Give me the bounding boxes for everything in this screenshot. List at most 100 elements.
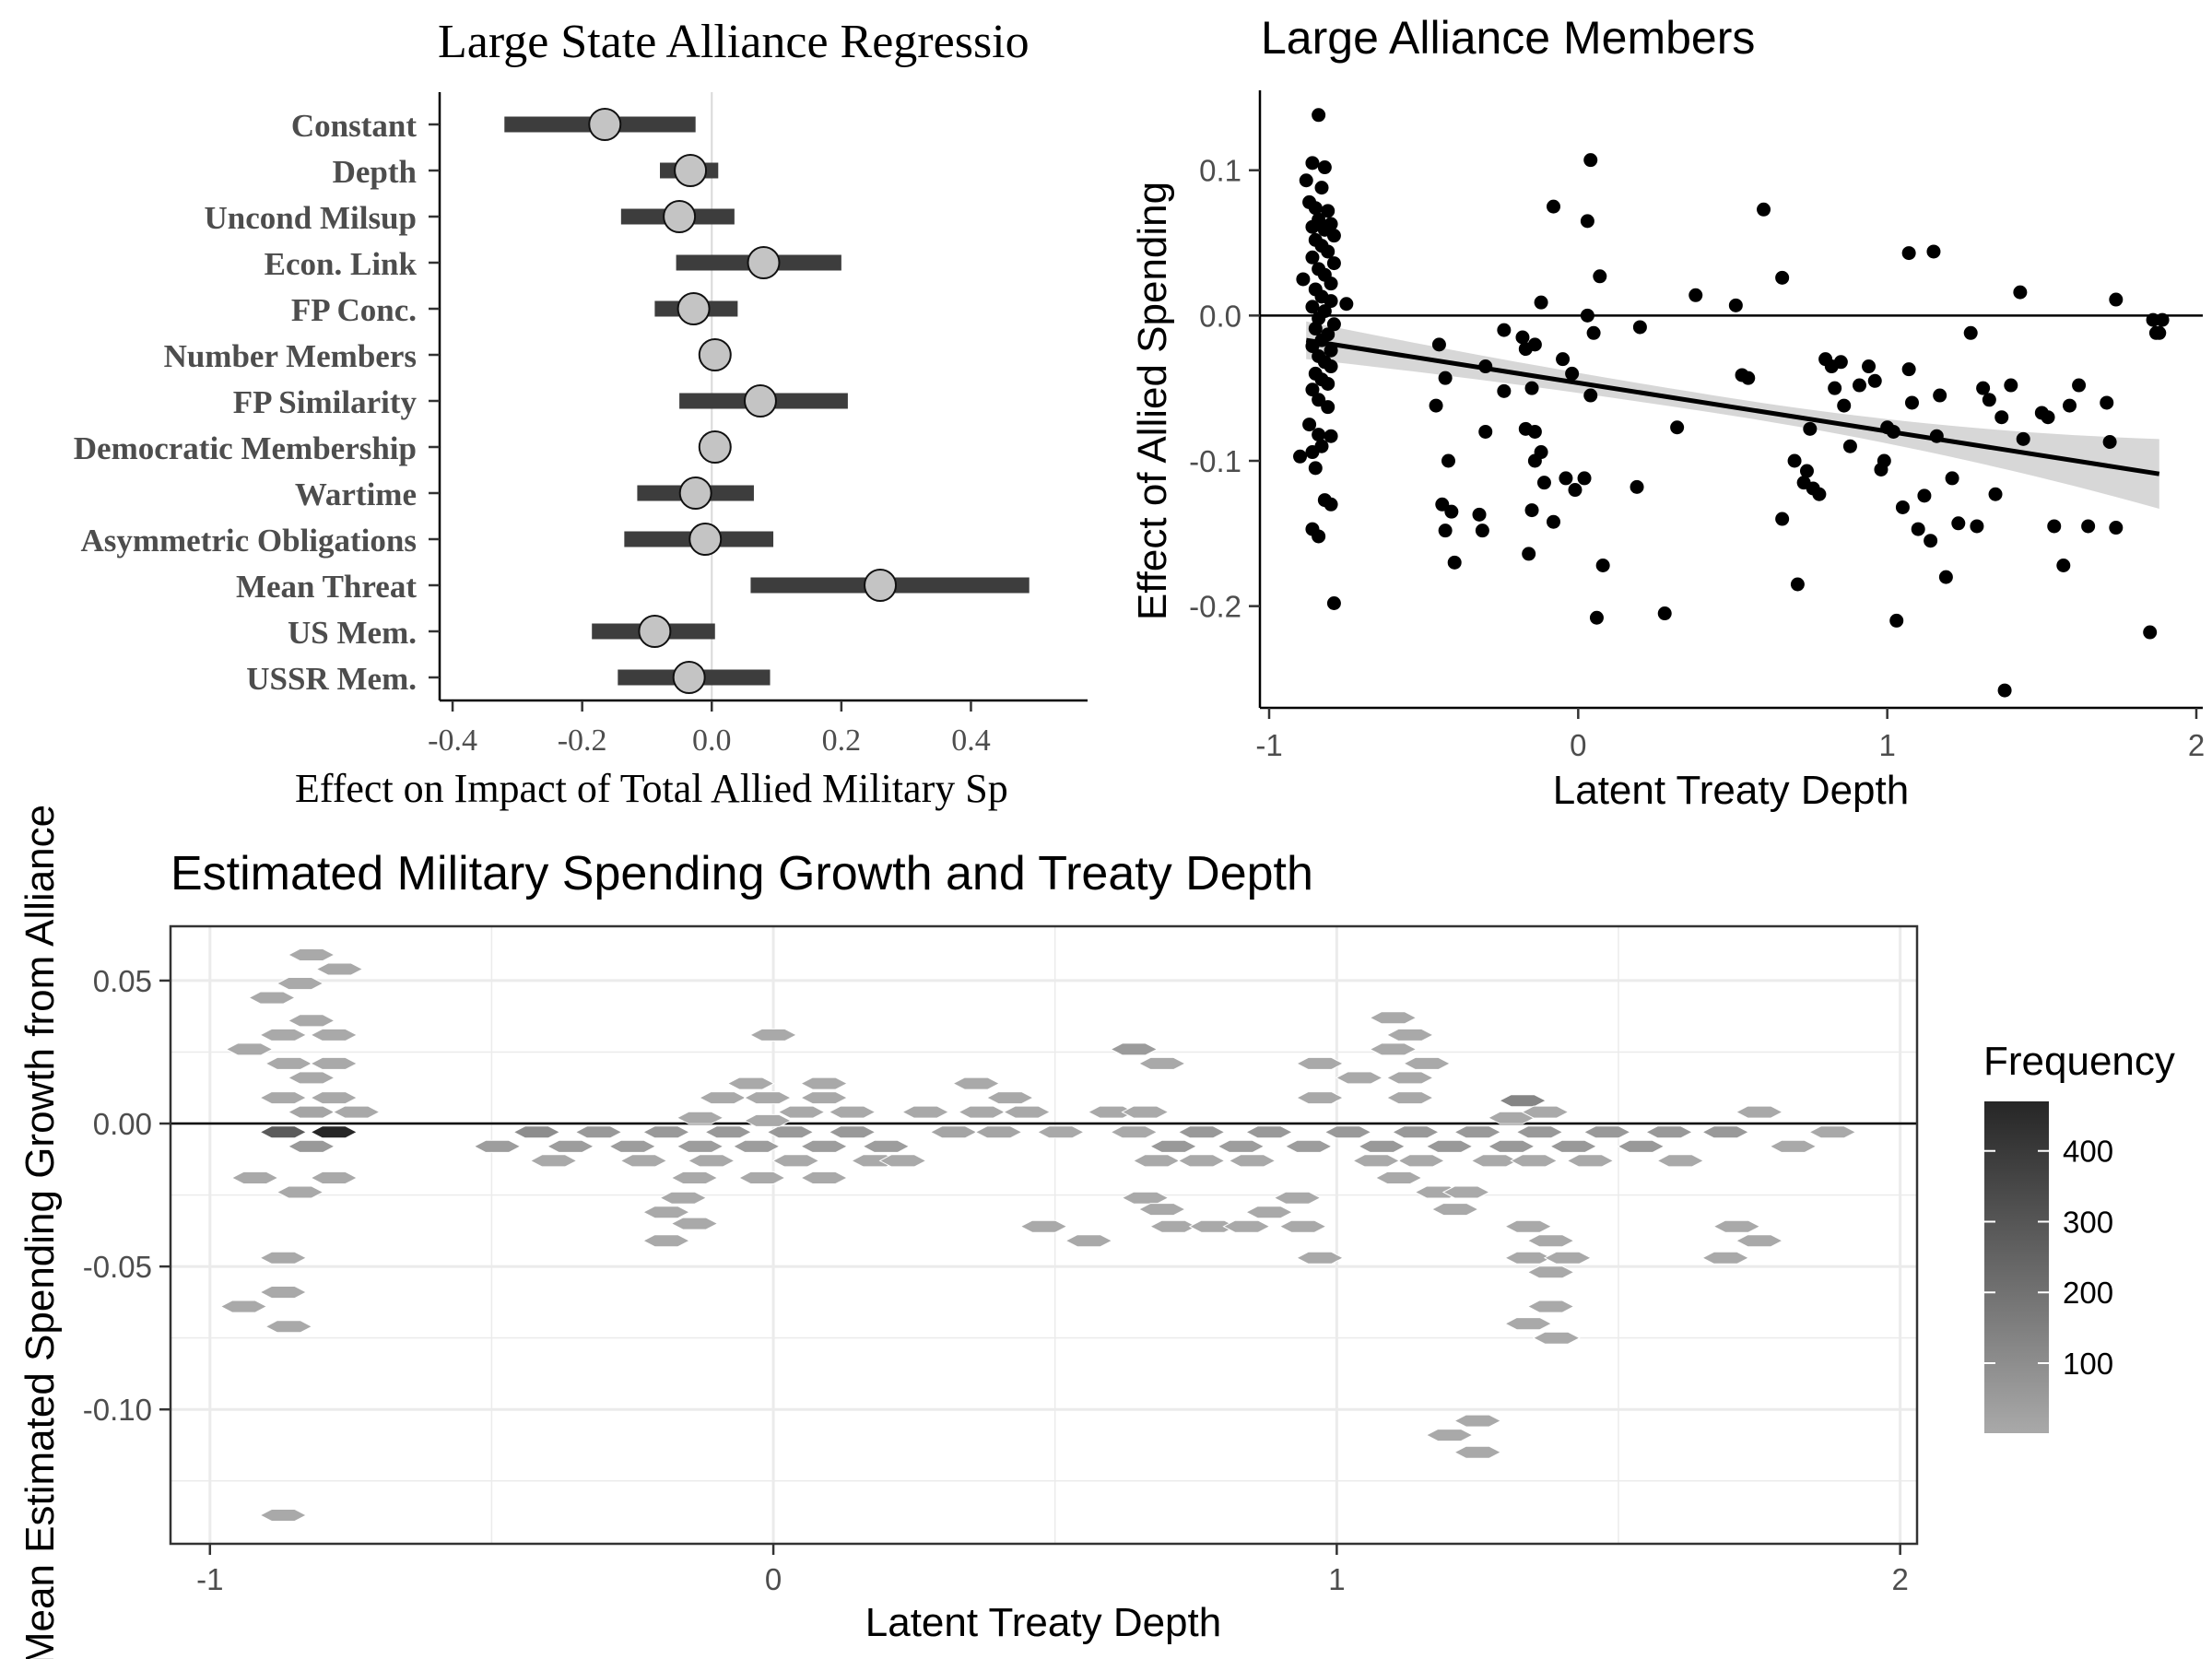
- scatter-point: [1630, 479, 1644, 494]
- x-tick-label: 1: [1878, 728, 1895, 762]
- hex-cell: [1425, 1429, 1474, 1442]
- x-tick-label: -1: [196, 1562, 223, 1596]
- hex-cell: [310, 1028, 359, 1041]
- scatter-point: [1312, 428, 1326, 442]
- scatter-point: [1586, 325, 1601, 340]
- scatter-point: [2063, 398, 2077, 413]
- hex-cell: [771, 1154, 820, 1168]
- hex-cell: [641, 1206, 691, 1219]
- hex-cell: [676, 1111, 724, 1124]
- hex-cell: [225, 1042, 274, 1056]
- scatter-point: [2016, 431, 2030, 446]
- scatter-point: [1580, 214, 1594, 229]
- hex-cell: [310, 1171, 359, 1184]
- hex-cell: [799, 1091, 849, 1105]
- scatter-point: [1312, 393, 1326, 407]
- hex-cell: [1177, 1154, 1226, 1168]
- scatter-point: [1833, 355, 1848, 370]
- legend-ticks: 100 200 300 400: [1984, 1135, 2113, 1381]
- hex-cell: [974, 1125, 1023, 1139]
- scatter-point: [1435, 497, 1450, 512]
- hex-cell: [1385, 1071, 1434, 1085]
- plot-area: [171, 926, 1917, 1544]
- scatter-point: [1580, 308, 1594, 323]
- point-estimate: [743, 384, 777, 418]
- scatter-point: [1497, 323, 1512, 337]
- frequency-legend: Frequency 100 200 300 400: [1983, 1039, 2175, 1433]
- y-tick-label: -0.05: [83, 1250, 152, 1284]
- scatter-point: [1441, 453, 1455, 468]
- scatter-point: [1565, 366, 1580, 381]
- scatter-point: [1547, 514, 1561, 529]
- scatter-point: [1901, 362, 1916, 377]
- scatter-point: [1867, 373, 1882, 388]
- hex-cell: [1735, 1234, 1783, 1248]
- coefficient-label: Depth: [333, 154, 417, 190]
- y-tick-label: -0.10: [83, 1393, 152, 1427]
- scatter-point: [2004, 378, 2018, 393]
- scatter-point: [1321, 204, 1335, 218]
- scatter-point: [2041, 410, 2055, 425]
- y-tick-label: -0.1: [1189, 444, 1241, 478]
- scatter-point: [1305, 300, 1320, 314]
- x-tick-label: -0.4: [428, 724, 477, 758]
- scatter-point: [1757, 202, 1771, 217]
- hex-cell: [574, 1125, 623, 1139]
- hex-cell: [310, 1125, 359, 1139]
- scatter-point: [1312, 108, 1326, 123]
- scatter-point: [1472, 507, 1487, 522]
- hex-cell: [1374, 1171, 1423, 1184]
- hex-cell: [901, 1105, 950, 1119]
- scatter-point: [1632, 320, 1647, 335]
- legend-tick-label: 200: [2063, 1276, 2113, 1310]
- scatter-point: [1475, 524, 1489, 538]
- hex-cell: [259, 1091, 308, 1105]
- hex-cell: [670, 1171, 719, 1184]
- scatter-point: [1293, 449, 1308, 464]
- hex-cell: [1295, 1056, 1345, 1070]
- hex-cell: [1425, 1139, 1474, 1153]
- hex-cell: [1453, 1414, 1502, 1428]
- y-tick-label: 0.1: [1199, 154, 1241, 188]
- x-tick-label: 2: [2188, 728, 2205, 762]
- scatter-point: [1994, 410, 2009, 425]
- scatter-point: [1302, 418, 1317, 432]
- hex-cell: [259, 1251, 308, 1265]
- hex-cell: [619, 1154, 668, 1168]
- scatter-point: [1305, 445, 1320, 460]
- scatter-point: [1478, 424, 1493, 439]
- y-tick-label: 0.00: [93, 1107, 152, 1141]
- fit-line: [1305, 337, 2160, 477]
- hex-cell: [1532, 1331, 1581, 1345]
- hex-cell: [1526, 1300, 1575, 1313]
- hex-cell: [1498, 1094, 1547, 1108]
- scatter-point: [1314, 181, 1329, 195]
- point-estimate: [864, 569, 898, 602]
- hex-cell: [726, 1077, 775, 1090]
- coefficient-label: USSR Mem.: [246, 661, 417, 697]
- legend-tick-label: 100: [2063, 1347, 2113, 1381]
- hex-cell: [862, 1139, 911, 1153]
- hex-cell: [1526, 1265, 1575, 1279]
- scatter-point: [1308, 201, 1323, 216]
- coefficient-label: Asymmetric Obligations: [80, 523, 417, 559]
- scatter-point: [1527, 337, 1542, 352]
- x-tick-label: 0.4: [951, 724, 991, 758]
- coefficient-label: Econ. Link: [265, 246, 418, 282]
- x-axis-ticks: -0.4 -0.2 0.0 0.2 0.4: [428, 700, 991, 758]
- hex-cell: [1453, 1125, 1502, 1139]
- scatter-point: [2072, 378, 2087, 393]
- hex-cell: [1137, 1056, 1186, 1070]
- scatter-point: [1976, 381, 1991, 395]
- scatter-point: [1982, 393, 1996, 407]
- hex-cell: [1003, 1105, 1052, 1119]
- hex-cell: [315, 962, 364, 976]
- scatter-point: [1431, 337, 1446, 352]
- point-estimate: [672, 661, 706, 694]
- point-estimate: [698, 430, 732, 464]
- scatter-point: [1324, 359, 1338, 374]
- hex-cell: [276, 1185, 324, 1199]
- y-axis-ticks: -0.10 -0.05 0.00 0.05: [83, 964, 171, 1427]
- scatter-point: [1547, 199, 1561, 214]
